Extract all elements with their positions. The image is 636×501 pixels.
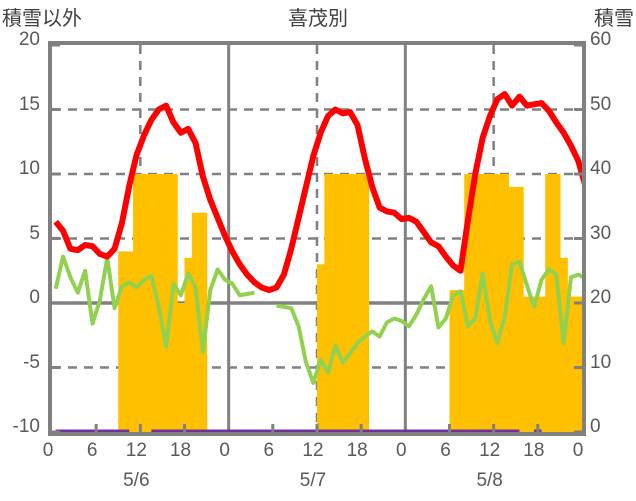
left-axis-tick-0: 0 [29,287,40,308]
right-axis-tick-60: 60 [590,29,612,50]
right-axis-tick-10: 10 [590,351,612,373]
plot-inner [52,45,582,432]
left-axis-tick-minus5: -5 [23,351,40,373]
x-axis-tick-2: 12 [125,440,147,461]
x-axis-day-label-2: 5/8 [476,470,503,491]
right-axis-tick-0: 0 [590,416,601,437]
right-axis-tick-30: 30 [590,222,612,244]
right-axis-tick-20: 20 [590,287,612,308]
right-axis-tick-40: 40 [590,158,612,179]
x-axis-tick-10: 12 [479,440,501,461]
x-axis-day-label-0: 5/6 [123,470,150,491]
right-axis-tick-50: 50 [590,93,612,115]
x-axis-tick-4: 0 [219,440,230,461]
x-axis-tick-0: 0 [42,440,54,461]
chart-title: 喜茂別 [288,8,348,30]
left-axis-tick-10: 10 [18,158,40,179]
plot-area [48,41,586,436]
left-axis-title: 積雪以外 [2,8,82,30]
x-axis-tick-8: 0 [396,440,407,461]
x-axis-tick-12: 0 [572,440,584,461]
x-axis-tick-3: 18 [169,440,192,461]
right-axis-title: 積雪 [594,8,634,30]
x-axis-tick-1: 6 [86,440,98,461]
left-axis-tick-15: 15 [18,93,40,115]
left-axis-tick-5: 5 [29,222,40,244]
x-axis-tick-5: 6 [263,440,275,461]
x-axis-tick-9: 6 [440,440,451,461]
x-axis-tick-11: 18 [523,440,545,461]
left-axis-tick-20: 20 [18,29,40,50]
x-axis-day-label-1: 5/7 [299,470,327,491]
x-axis-tick-6: 12 [302,440,324,461]
x-axis-tick-7: 18 [346,440,368,461]
left-axis-tick-minus10: -10 [12,416,40,437]
chart-canvas [52,45,582,432]
